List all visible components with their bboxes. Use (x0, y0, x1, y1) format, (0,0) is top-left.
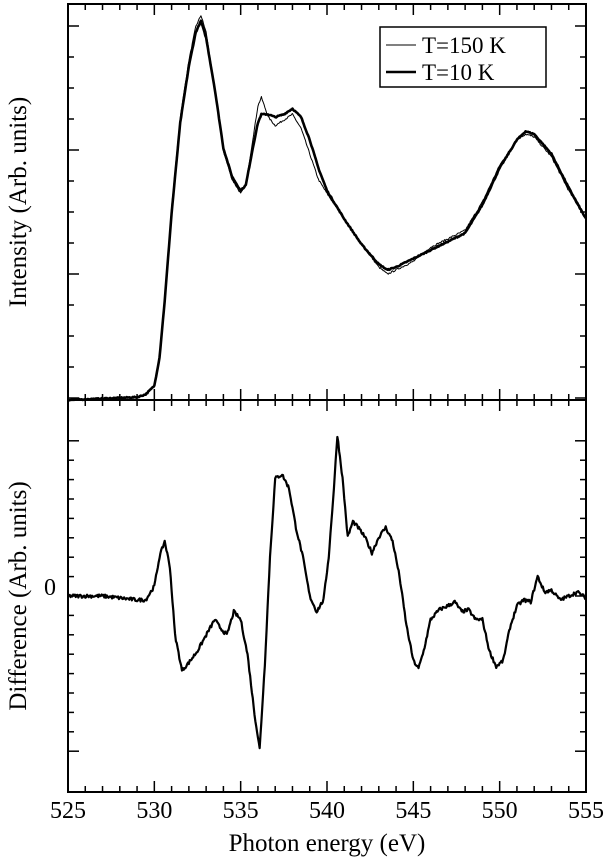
x-tick-label: 550 (482, 798, 518, 824)
bottom-panel-frame (67, 399, 587, 793)
top-y-axis-title: Intensity (Arb. units) (5, 97, 32, 307)
x-tick-label: 530 (136, 798, 172, 824)
x-tick-label: 540 (309, 798, 345, 824)
top-lines (67, 15, 588, 402)
bottom-panel: 0 Difference (Arb. units) 525 530 535 540 54… (5, 399, 604, 857)
series-line-t10 (67, 19, 588, 402)
legend: T=150 K T=10 K (379, 26, 547, 88)
legend-box (379, 26, 547, 88)
difference-line (67, 435, 587, 750)
x-axis-title: Photon energy (eV) (229, 830, 426, 857)
top-ticks (67, 4, 587, 400)
x-tick-label: 535 (223, 798, 259, 824)
bottom-lines (67, 435, 587, 750)
x-tick-labels: 525 530 535 540 545 550 555 (50, 798, 604, 824)
y-tick-label-zero: 0 (44, 575, 56, 601)
bottom-y-axis-title: Difference (Arb. units) (5, 481, 32, 710)
top-panel: Intensity (Arb. units) T=150 K T=10 K (5, 3, 588, 402)
bottom-ticks (67, 400, 587, 792)
legend-label-t10: T=10 K (422, 60, 495, 85)
x-tick-label: 555 (568, 798, 604, 824)
x-tick-label: 545 (395, 798, 431, 824)
legend-label-t150: T=150 K (422, 33, 506, 58)
x-tick-label: 525 (50, 798, 86, 824)
